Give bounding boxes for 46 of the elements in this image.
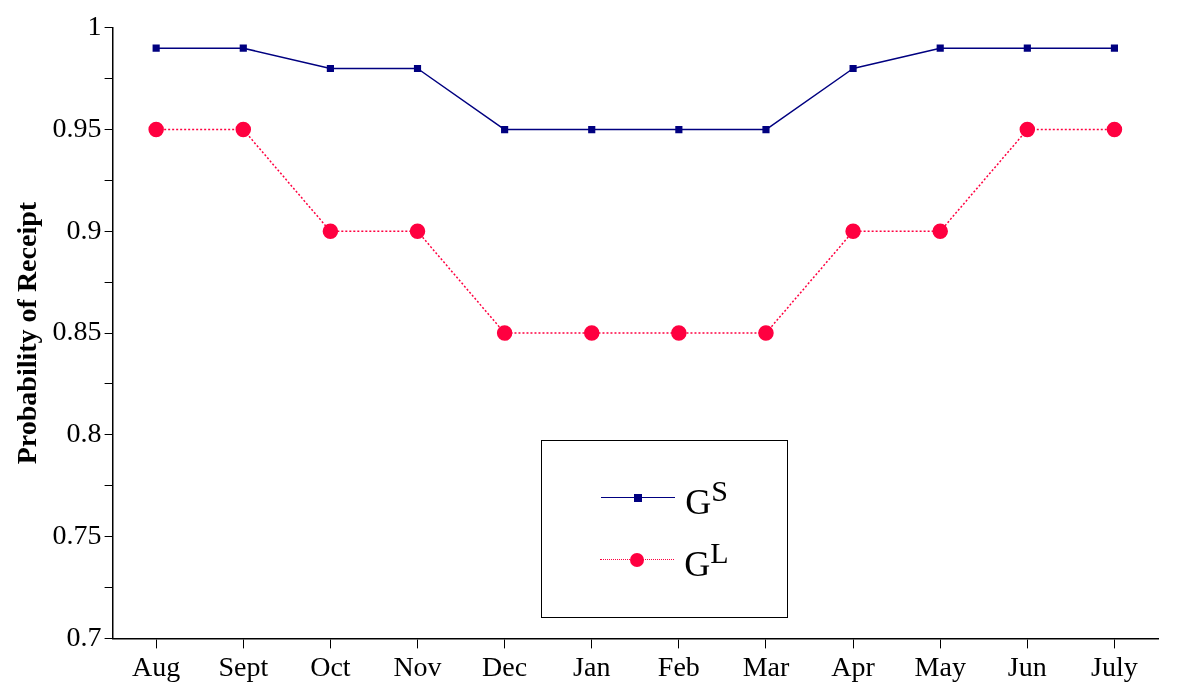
x-tick-label: Sept <box>218 650 269 682</box>
point <box>413 64 422 73</box>
y-tick-label: 0.8 <box>66 417 102 449</box>
y-tick-label: 0.7 <box>66 620 102 652</box>
point <box>152 44 160 52</box>
point <box>1110 44 1119 52</box>
point <box>845 223 861 240</box>
x-tick-label: Nov <box>393 650 442 682</box>
y-tick-label: 0.9 <box>66 213 102 245</box>
x-tick-label: Apr <box>831 650 876 682</box>
x-tick-label: Oct <box>310 650 351 682</box>
point <box>1019 121 1036 138</box>
x-tick-label: Jun <box>1007 650 1047 682</box>
legend-label: G$^{L}$ <box>684 536 729 584</box>
point <box>583 325 600 341</box>
y-tick-label: 1 <box>87 10 102 42</box>
point <box>758 325 774 341</box>
point <box>762 125 770 134</box>
point <box>849 64 857 73</box>
x-tick-label: Mar <box>742 650 790 682</box>
point <box>322 223 339 240</box>
point <box>1023 44 1031 52</box>
x-tick-label: Feb <box>657 650 700 682</box>
point <box>936 44 944 52</box>
legend-label: G$^{S}$ <box>685 474 728 522</box>
x-tick-label: Jan <box>573 650 611 682</box>
x-tick-label: May <box>914 650 966 682</box>
point <box>496 325 513 341</box>
x-tick-label: July <box>1091 650 1138 682</box>
point <box>1106 121 1123 138</box>
x-tick-label: Aug <box>132 650 181 682</box>
y-axis-title: Probability of Receipt <box>11 201 43 465</box>
point <box>675 125 683 134</box>
point <box>239 44 247 52</box>
point <box>671 325 687 341</box>
point <box>588 125 596 134</box>
y-tick-label: 0.95 <box>52 111 102 143</box>
point <box>326 64 334 73</box>
point <box>501 125 509 134</box>
y-tick-label: 0.75 <box>52 518 102 550</box>
y-tick-label: 0.85 <box>52 315 102 347</box>
point <box>148 121 164 138</box>
point <box>932 223 948 240</box>
point <box>235 121 252 138</box>
point <box>409 223 426 240</box>
x-tick-label: Dec <box>482 650 528 682</box>
